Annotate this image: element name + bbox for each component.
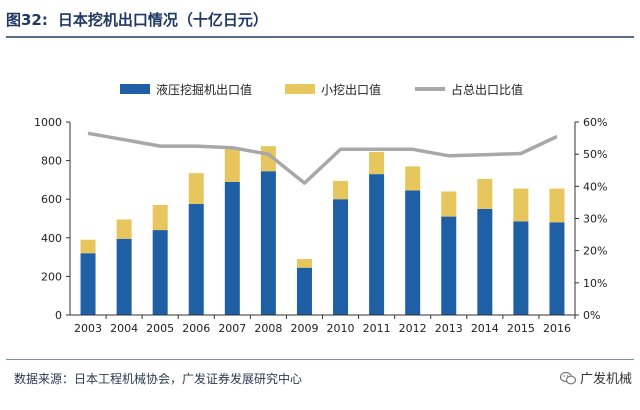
x-tick-label-2013: 2013 (435, 322, 463, 335)
ratio-line-group (87, 131, 558, 185)
x-tick-label-2010: 2010 (327, 322, 355, 335)
y-right-tick-label: 10% (583, 277, 607, 290)
bar-mini-2010 (333, 180, 349, 200)
bar-mini-2013 (441, 191, 457, 217)
x-tick-label-2006: 2006 (182, 322, 210, 335)
bar-mini-2015 (513, 188, 529, 222)
bar-mini-2006 (188, 173, 204, 205)
x-tick-label-2008: 2008 (254, 322, 282, 335)
bars (80, 146, 565, 315)
y-left-tick-label: 200 (41, 270, 62, 283)
wechat-logo-icon (559, 371, 576, 385)
y-left-tick-label: 800 (41, 155, 62, 168)
bar-hydraulic-2012 (405, 190, 421, 315)
y-left-tick-label: 1000 (34, 116, 62, 129)
bar-mini-2011 (369, 151, 385, 175)
bar-hydraulic-2009 (296, 267, 312, 315)
bar-hydraulic-2008 (260, 171, 276, 315)
figure-title: 图32: 日本挖机出口情况（十亿日元） (6, 6, 626, 34)
x-tick-label-2009: 2009 (290, 322, 318, 335)
bar-mini-2007 (224, 148, 240, 182)
bar-hydraulic-2010 (333, 199, 349, 315)
x-tick-label-2011: 2011 (363, 322, 391, 335)
x-tick-label-2003: 2003 (74, 322, 102, 335)
brand: 广发机械 (559, 368, 632, 387)
bar-hydraulic-2006 (188, 204, 204, 315)
ratio-line (87, 131, 558, 185)
bar-mini-2014 (477, 178, 493, 209)
bar-hydraulic-2015 (513, 221, 529, 315)
y-left-tick-label: 0 (55, 309, 62, 322)
bar-mini-2016 (549, 188, 565, 223)
bar-mini-2012 (405, 166, 421, 191)
y-left-tick-label: 600 (41, 193, 62, 206)
x-tick-label-2015: 2015 (507, 322, 535, 335)
bar-mini-2004 (116, 219, 132, 239)
bar-hydraulic-2013 (441, 216, 457, 315)
bar-mini-2009 (296, 259, 312, 268)
legend-mini-label: 小挖出口值 (321, 82, 381, 97)
bar-hydraulic-2004 (116, 238, 132, 315)
bar-mini-2003 (80, 239, 96, 254)
legend-hydraulic-swatch (120, 84, 150, 94)
x-tick-label-2004: 2004 (110, 322, 138, 335)
y-right-tick-label: 30% (583, 213, 607, 226)
y-right-tick-label: 20% (583, 245, 607, 258)
y-right-tick-label: 60% (583, 116, 607, 129)
bar-hydraulic-2016 (549, 222, 565, 315)
source-note: 数据来源：日本工程机械协会，广发证券发展研究中心 (14, 372, 303, 386)
axes: 0 200 400 600 800 1000 0% 10% 20% 30% 40% 50% 60% 200… (34, 116, 607, 335)
x-tick-label-2007: 2007 (218, 322, 246, 335)
bar-hydraulic-2007 (224, 181, 240, 315)
legend: 液压挖掘机出口值 小挖出口值 占总出口比值 (120, 82, 523, 97)
legend-ratio-label: 占总出口比值 (451, 82, 523, 97)
y-right-tick-label: 0% (583, 309, 600, 322)
x-tick-label-2016: 2016 (543, 322, 571, 335)
legend-mini-swatch (285, 84, 315, 94)
bar-hydraulic-2003 (80, 253, 96, 315)
bar-hydraulic-2005 (152, 230, 168, 315)
y-right-tick-label: 40% (583, 180, 607, 193)
y-right-tick-label: 50% (583, 148, 607, 161)
bottom-rule (6, 359, 634, 360)
figure-title-text: 日本挖机出口情况（十亿日元） (57, 11, 268, 29)
x-tick-label-2005: 2005 (146, 322, 174, 335)
chart: 液压挖掘机出口值 小挖出口值 占总出口比值 0 200 400 600 800 1000 0% 1… (34, 82, 607, 335)
bar-hydraulic-2014 (477, 208, 493, 315)
y-left-tick-label: 400 (41, 232, 62, 245)
figure-number: 图32: (6, 11, 48, 29)
x-tick-label-2012: 2012 (399, 322, 427, 335)
x-tick-label-2014: 2014 (471, 322, 499, 335)
brand-name: 广发机械 (579, 372, 632, 387)
bar-mini-2005 (152, 204, 168, 231)
top-rule (6, 36, 634, 38)
bar-hydraulic-2011 (369, 174, 385, 315)
legend-hydraulic-label: 液压挖掘机出口值 (156, 82, 252, 97)
